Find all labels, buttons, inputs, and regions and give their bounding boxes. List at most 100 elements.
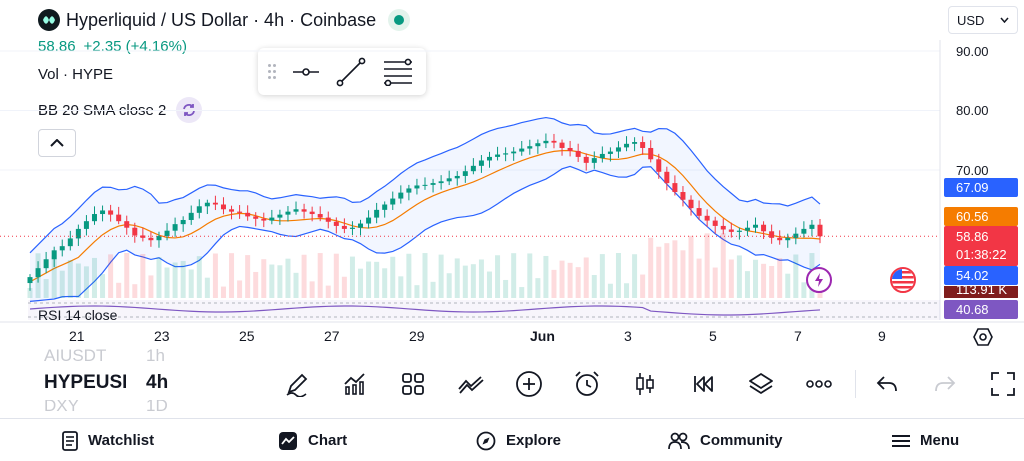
candle-body	[172, 224, 178, 231]
market-status-icon[interactable]	[388, 9, 411, 31]
volume-bar	[728, 259, 734, 298]
interval-current[interactable]: 4h	[146, 372, 169, 393]
volume-bar	[196, 256, 202, 298]
currency-select[interactable]: USD	[948, 6, 1018, 34]
candle-body	[559, 142, 565, 148]
horizontal-line-icon[interactable]	[292, 65, 320, 79]
nav-menu[interactable]: Menu	[892, 419, 959, 461]
fullscreen-button[interactable]	[988, 369, 1018, 399]
date-axis-label: 29	[409, 328, 425, 344]
draw-button[interactable]	[282, 369, 312, 399]
symbol-header[interactable]: Hyperliquid / US Dollar · 4h · Coinbase	[38, 8, 411, 32]
candle-body	[333, 221, 339, 226]
candle-body	[470, 165, 476, 172]
candle-body	[382, 204, 388, 210]
rsi-legend[interactable]: RSI 14 close	[38, 307, 118, 323]
symbol-picker-next[interactable]: DXY 1D	[30, 400, 190, 416]
symbol-picker-prev[interactable]: AIUSDT 1h	[30, 344, 190, 362]
candle-body	[75, 228, 81, 239]
candle-body	[196, 206, 202, 213]
candle-body	[140, 235, 146, 238]
symbol-current-wrap[interactable]: HYPEUSD	[44, 372, 126, 396]
bb-lower-line	[29, 165, 821, 302]
candle-body	[761, 224, 767, 232]
nav-chart[interactable]: Chart	[278, 419, 347, 461]
candle-body	[519, 148, 525, 152]
volume-bar	[559, 260, 565, 298]
volume-bar	[680, 250, 686, 298]
volume-bar	[583, 257, 589, 298]
chevron-down-icon	[1000, 17, 1009, 23]
nav-explore[interactable]: Explore	[476, 419, 561, 461]
us-flag-event-icon[interactable]	[890, 267, 916, 293]
candle-body	[503, 153, 509, 155]
nav-menu-label: Menu	[920, 432, 960, 449]
object-tree-button[interactable]	[746, 369, 776, 399]
nav-community[interactable]: Community	[668, 419, 783, 461]
volume-bar	[100, 274, 106, 298]
lightning-event-icon[interactable]	[806, 267, 832, 293]
volume-bar	[527, 253, 533, 298]
interval-prev[interactable]: 1h	[146, 346, 165, 362]
candle-body	[253, 216, 259, 219]
collapse-legend-button[interactable]	[38, 129, 76, 157]
volume-bar	[382, 268, 388, 298]
undo-button[interactable]	[872, 369, 902, 399]
symbol-next[interactable]: DXY	[44, 400, 79, 415]
candle-body	[35, 268, 41, 278]
volume-bar	[132, 284, 138, 298]
volume-bar	[744, 271, 750, 298]
alert-icon	[575, 371, 599, 396]
symbol-current[interactable]: HYPEUSD	[44, 372, 126, 393]
bar-countdown: 01:38:22	[956, 247, 1007, 262]
layouts-button[interactable]	[398, 369, 428, 399]
alert-button[interactable]	[572, 369, 602, 399]
candle-body	[83, 221, 89, 229]
date-axis-label: 25	[239, 328, 255, 344]
volume-bar	[317, 253, 323, 298]
volume-bar	[486, 271, 492, 298]
candle-body	[454, 175, 460, 179]
candle-body	[495, 154, 501, 157]
nav-watchlist[interactable]: Watchlist	[62, 419, 154, 461]
candle-body	[720, 225, 726, 230]
volume-bar	[164, 267, 170, 298]
candle-body	[769, 231, 775, 238]
sma-line	[29, 149, 821, 283]
symbol-prev[interactable]: AIUSDT	[44, 346, 107, 362]
pencil-icon	[286, 373, 308, 397]
replay-button[interactable]	[688, 369, 718, 399]
candles-icon	[636, 373, 654, 395]
compare-button[interactable]	[456, 369, 486, 399]
candle-body	[648, 147, 654, 160]
volume-bar	[358, 268, 364, 298]
volume-legend[interactable]: Vol · HYPE	[38, 66, 114, 83]
volume-bar	[83, 266, 89, 298]
fib-retracement-icon[interactable]	[382, 58, 414, 86]
date-axis-label: 21	[69, 328, 85, 344]
candle-body	[599, 153, 605, 159]
menu-icon	[892, 434, 910, 447]
chart-type-button[interactable]	[630, 369, 660, 399]
volume-bar	[624, 283, 630, 298]
drag-handle-icon[interactable]	[268, 63, 276, 80]
drawing-toolbar[interactable]	[258, 48, 426, 95]
candle-body	[753, 224, 759, 228]
chart-settings-icon[interactable]	[973, 328, 995, 346]
indicators-button[interactable]	[340, 369, 370, 399]
add-button[interactable]	[514, 369, 544, 399]
candle-body	[777, 237, 783, 241]
candle-body	[390, 198, 396, 205]
volume-bar	[648, 237, 654, 298]
redo-button[interactable]	[930, 369, 960, 399]
candle-body	[591, 158, 597, 163]
candle-body	[486, 156, 492, 161]
volume-bar	[736, 255, 742, 298]
date-axis-label: 3	[624, 328, 632, 344]
trend-line-icon[interactable]	[336, 57, 366, 87]
more-button[interactable]	[804, 369, 834, 399]
interval-next[interactable]: 1D	[146, 400, 168, 415]
volume-bar	[229, 253, 235, 298]
more-icon	[806, 380, 832, 388]
